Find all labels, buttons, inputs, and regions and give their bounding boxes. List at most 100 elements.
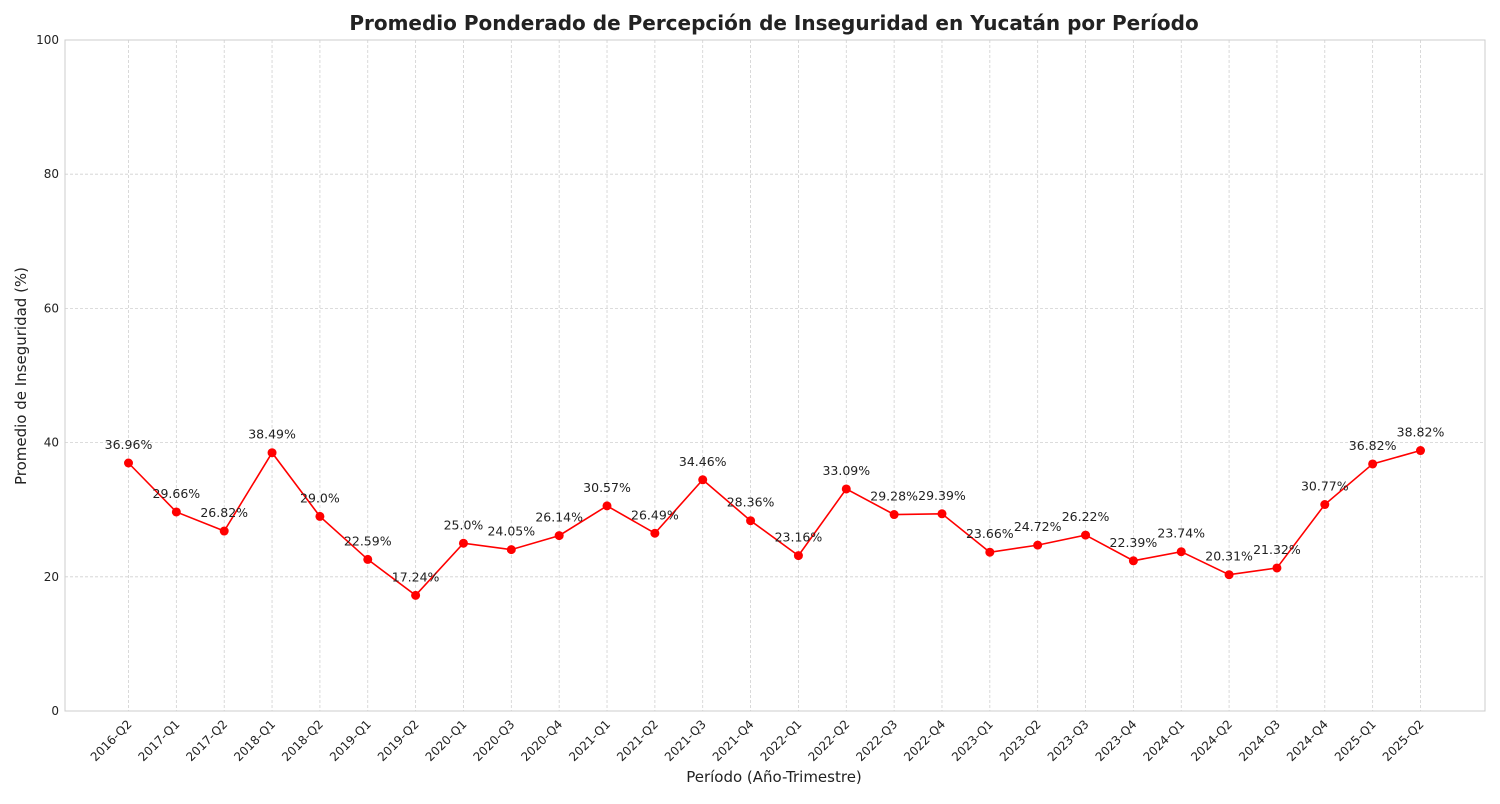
- data-point: [698, 475, 708, 485]
- x-tick-label: 2019-Q1: [327, 717, 374, 764]
- data-label: 22.39%: [1110, 535, 1158, 550]
- x-tick-label: 2023-Q2: [997, 717, 1044, 764]
- x-axis-label: Período (Año-Trimestre): [686, 768, 862, 786]
- data-label: 36.82%: [1349, 438, 1397, 453]
- data-point: [1272, 563, 1282, 573]
- x-tick-label: 2020-Q1: [423, 717, 470, 764]
- data-label: 26.14%: [535, 510, 583, 525]
- data-label: 23.74%: [1157, 526, 1205, 541]
- x-tick-label: 2021-Q2: [614, 717, 661, 764]
- x-tick-label: 2022-Q3: [853, 717, 900, 764]
- data-point: [124, 458, 133, 468]
- y-axis-label: Promedio de Inseguridad (%): [12, 267, 30, 485]
- series-line: [127, 449, 1421, 597]
- data-point: [1368, 459, 1378, 469]
- x-tick-label: 2025-Q2: [1380, 717, 1427, 764]
- data-point: [267, 448, 277, 458]
- data-point: [458, 538, 468, 548]
- x-tick-label: 2018-Q1: [231, 717, 278, 764]
- x-tick-label: 2021-Q4: [710, 717, 757, 764]
- x-tick-label: 2021-Q1: [566, 717, 613, 764]
- y-tick-label: 100: [36, 33, 59, 47]
- x-tick-label: 2018-Q2: [279, 717, 326, 764]
- data-label: 22.59%: [344, 533, 392, 548]
- data-label: 26.22%: [1062, 509, 1110, 524]
- data-point: [219, 526, 229, 536]
- x-tick-label: 2021-Q3: [662, 717, 709, 764]
- x-tick-label: 2025-Q1: [1332, 717, 1379, 764]
- data-label: 34.46%: [679, 454, 727, 469]
- data-point: [1081, 530, 1091, 540]
- data-point: [650, 528, 660, 538]
- data-point: [1416, 446, 1425, 456]
- data-label: 24.05%: [487, 524, 535, 539]
- data-point: [1176, 547, 1186, 557]
- data-point: [363, 554, 373, 564]
- plot-area: [64, 39, 1486, 712]
- data-label: 30.77%: [1301, 479, 1349, 494]
- data-point: [315, 511, 325, 521]
- data-point: [1128, 556, 1138, 566]
- data-point: [171, 507, 181, 517]
- data-labels: 36.96% 29.66% 26.82% 38.49% 29.0% 22.59% 17.24…: [105, 425, 1445, 585]
- data-point: [602, 501, 612, 511]
- data-label: 30.57%: [583, 480, 631, 495]
- data-label: 36.96%: [105, 437, 153, 452]
- data-point: [793, 551, 803, 561]
- data-label: 20.31%: [1205, 549, 1253, 564]
- x-axis-ticks: 2016-Q2 2017-Q1 2017-Q2 2018-Q1 2018-Q2 2019-…: [88, 717, 1427, 764]
- data-label: 38.82%: [1397, 425, 1445, 440]
- data-point: [1224, 570, 1234, 580]
- data-point: [841, 484, 851, 494]
- data-point: [746, 516, 756, 526]
- data-label: 24.72%: [1014, 519, 1062, 534]
- x-tick-label: 2024-Q1: [1140, 717, 1187, 764]
- data-label: 21.32%: [1253, 542, 1301, 557]
- data-label: 33.09%: [822, 463, 870, 478]
- data-point: [1033, 540, 1043, 550]
- data-label: 28.36%: [727, 495, 775, 510]
- x-tick-label: 2017-Q1: [136, 717, 183, 764]
- data-label: 29.66%: [153, 486, 201, 501]
- data-point: [1320, 500, 1330, 510]
- data-label: 23.16%: [775, 530, 823, 545]
- y-tick-label: 60: [44, 301, 59, 315]
- data-label: 29.39%: [918, 488, 966, 503]
- x-tick-label: 2019-Q2: [375, 717, 422, 764]
- data-label: 17.24%: [392, 569, 440, 584]
- data-point: [506, 545, 516, 555]
- y-tick-label: 20: [44, 570, 59, 584]
- data-label: 26.49%: [631, 507, 679, 522]
- data-point: [985, 547, 995, 557]
- data-point: [889, 510, 899, 520]
- x-tick-label: 2024-Q2: [1188, 717, 1235, 764]
- x-tick-label: 2024-Q3: [1236, 717, 1283, 764]
- series-group: [124, 446, 1425, 600]
- y-tick-label: 80: [44, 167, 59, 181]
- x-tick-label: 2022-Q2: [805, 717, 852, 764]
- x-tick-label: 2023-Q1: [949, 717, 996, 764]
- x-tick-label: 2022-Q4: [901, 717, 948, 764]
- data-point: [554, 531, 564, 541]
- grid-lines: [65, 40, 1485, 711]
- y-tick-label: 40: [44, 436, 59, 450]
- y-axis-ticks: 0 20 40 60 80 100: [36, 33, 59, 718]
- x-tick-label: 2020-Q4: [518, 717, 565, 764]
- x-tick-label: 2023-Q4: [1093, 717, 1140, 764]
- data-point: [411, 590, 421, 600]
- x-tick-label: 2023-Q3: [1045, 717, 1092, 764]
- chart-title: Promedio Ponderado de Percepción de Inse…: [349, 11, 1198, 35]
- data-point: [937, 509, 947, 519]
- data-label: 29.0%: [300, 490, 340, 505]
- data-label: 29.28%: [870, 489, 918, 504]
- data-label: 38.49%: [248, 427, 296, 442]
- x-tick-label: 2022-Q1: [758, 717, 805, 764]
- data-label: 25.0%: [444, 517, 484, 532]
- x-tick-label: 2020-Q3: [470, 717, 517, 764]
- data-label: 26.82%: [200, 505, 248, 520]
- x-tick-label: 2017-Q2: [183, 717, 230, 764]
- y-tick-label: 0: [51, 704, 59, 718]
- x-tick-label: 2016-Q2: [88, 717, 135, 764]
